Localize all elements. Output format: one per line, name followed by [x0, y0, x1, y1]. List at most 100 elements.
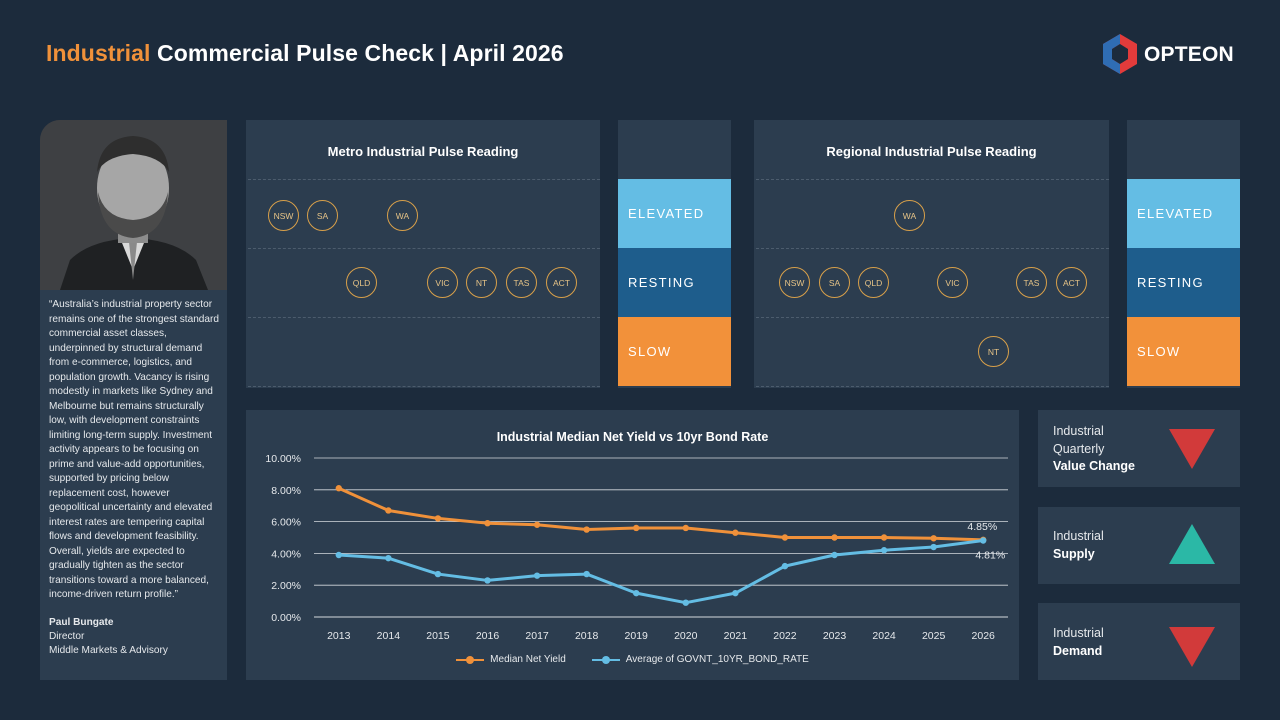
author-name: Paul Bungate: [49, 616, 114, 628]
series-point-0: [335, 485, 342, 492]
series-point-0: [781, 534, 789, 541]
indicator-value-change-line1: Industrial: [1053, 424, 1104, 438]
x-tick-label: 2016: [476, 630, 500, 642]
legend-label-yield: Median Net Yield: [490, 654, 566, 665]
regional-bubble-qld: QLD: [858, 267, 889, 298]
x-tick-label: 2013: [327, 630, 351, 642]
regional-bubble-sa: SA: [819, 267, 850, 298]
x-tick-label: 2022: [773, 630, 797, 642]
data-label-bond: 4.81%: [975, 550, 1005, 562]
series-point-0: [484, 519, 491, 527]
y-tick-label: 6.00%: [271, 517, 301, 529]
series-point-0: [880, 534, 888, 541]
arrow-down-icon: [1169, 429, 1215, 469]
indicator-supply: Industrial Supply: [1038, 507, 1240, 584]
quote-author: Paul Bungate Director Middle Markets & A…: [49, 616, 221, 658]
row-divider: [248, 248, 600, 249]
regional-pulse-title: Regional Industrial Pulse Reading: [826, 144, 1037, 159]
series-point-1: [385, 554, 392, 562]
metro-status-elevated: ELEVATED: [618, 179, 731, 248]
series-point-1: [880, 547, 888, 554]
metro-status-slow: SLOW: [618, 317, 731, 386]
regional-bubble-vic: VIC: [937, 267, 968, 298]
indicator-value-change-line3: Value Change: [1053, 459, 1135, 473]
x-tick-label: 2015: [426, 630, 450, 642]
regional-status-slow: SLOW: [1127, 317, 1240, 386]
regional-bubble-act: ACT: [1056, 267, 1087, 298]
x-tick-label: 2026: [972, 630, 996, 642]
indicator-demand-line1: Industrial: [1053, 626, 1104, 640]
metro-bubble-vic: VIC: [427, 267, 458, 298]
row-divider: [756, 317, 1109, 318]
x-tick-label: 2017: [525, 630, 549, 642]
page-title: Industrial Commercial Pulse Check | Apri…: [46, 40, 564, 67]
series-point-1: [533, 572, 541, 579]
metro-bubble-wa: WA: [387, 200, 418, 231]
indicator-supply-line1: Industrial: [1053, 529, 1104, 543]
series-point-0: [682, 524, 689, 532]
row-divider: [248, 179, 600, 180]
series-point-1: [980, 537, 987, 544]
logo-text: OPTEON: [1144, 43, 1234, 66]
x-tick-label: 2018: [575, 630, 599, 642]
metro-bubble-nt: NT: [466, 267, 497, 298]
x-tick-label: 2024: [872, 630, 896, 642]
indicator-demand-line2: Demand: [1053, 643, 1103, 658]
row-divider: [248, 386, 600, 387]
series-point-0: [533, 521, 541, 528]
row-divider: [756, 248, 1109, 249]
series-point-0: [583, 526, 590, 533]
x-tick-label: 2019: [625, 630, 649, 642]
x-tick-label: 2021: [724, 630, 748, 642]
metro-status-column: ELEVATED RESTING SLOW: [618, 120, 731, 388]
regional-bubble-wa: WA: [894, 200, 925, 231]
quote-text: “Australia’s industrial property sector …: [49, 299, 220, 600]
chart-legend: Median Net Yield Average of GOVNT_10YR_B…: [246, 654, 1019, 665]
legend-item-yield: Median Net Yield: [456, 654, 566, 665]
regional-pulse-panel: Regional Industrial Pulse Reading WA NSW…: [754, 120, 1109, 388]
series-point-0: [732, 529, 739, 536]
arrow-down-icon: [1169, 627, 1215, 667]
row-divider: [756, 179, 1109, 180]
yield-chart: 0.00% 2.00% 4.00% 6.00% 8.00% 10.00% 2013 2014 2…: [265, 453, 1008, 642]
author-dept: Middle Markets & Advisory: [49, 644, 168, 656]
regional-status-column: ELEVATED RESTING SLOW: [1127, 120, 1240, 388]
legend-swatch-bond: [591, 655, 620, 664]
indicator-demand: Industrial Demand: [1038, 603, 1240, 680]
metro-status-resting: RESTING: [618, 248, 731, 317]
regional-status-elevated: ELEVATED: [1127, 179, 1240, 248]
series-point-1: [335, 551, 342, 559]
metro-bubble-sa: SA: [307, 200, 338, 231]
author-portrait-image: [40, 120, 227, 290]
chart-title: Industrial Median Net Yield vs 10yr Bond…: [496, 430, 769, 444]
y-tick-label: 4.00%: [271, 548, 301, 560]
opteon-logo-icon: [1103, 34, 1137, 74]
y-tick-label: 10.00%: [265, 453, 301, 465]
regional-bubble-nsw: NSW: [779, 267, 810, 298]
metro-bubble-act: ACT: [546, 267, 577, 298]
series-point-1: [682, 599, 689, 606]
metro-bubble-nsw: NSW: [268, 200, 299, 231]
series-point-1: [434, 570, 442, 578]
series-point-0: [930, 535, 937, 542]
metro-bubble-tas: TAS: [506, 267, 537, 298]
opteon-logo: OPTEON: [1100, 32, 1240, 76]
title-accent: Industrial: [46, 40, 151, 66]
indicator-supply-line2: Supply: [1053, 546, 1095, 561]
series-line-1: [338, 539, 984, 605]
indicator-value-change: Industrial Quarterly Value Change: [1038, 410, 1240, 487]
row-divider: [248, 317, 600, 318]
row-divider: [756, 386, 1109, 387]
series-point-1: [633, 589, 640, 597]
title-rest: Commercial Pulse Check | April 2026: [150, 40, 564, 66]
author-photo: [40, 120, 227, 290]
author-role: Director: [49, 630, 85, 642]
series-point-0: [633, 524, 640, 532]
series-point-1: [732, 589, 739, 597]
quote-panel: “Australia’s industrial property sector …: [40, 290, 227, 680]
x-tick-label: 2020: [674, 630, 698, 642]
metro-pulse-title: Metro Industrial Pulse Reading: [327, 144, 519, 159]
series-point-0: [434, 515, 442, 522]
series-point-1: [781, 562, 789, 570]
data-label-yield: 4.85%: [967, 521, 997, 533]
